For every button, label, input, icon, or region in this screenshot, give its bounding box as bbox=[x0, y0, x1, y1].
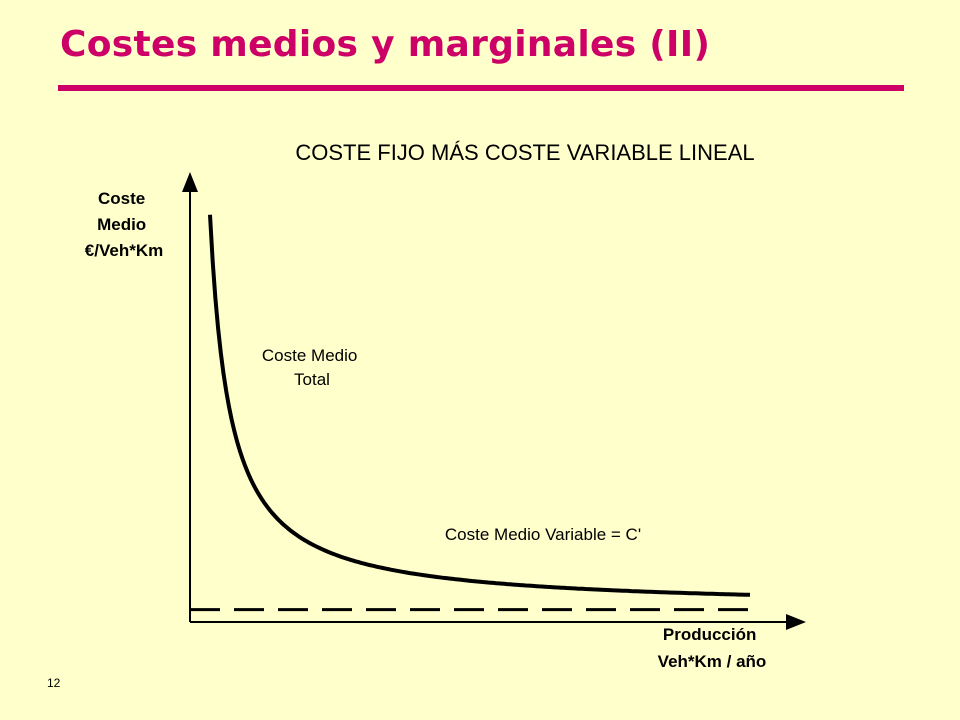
annotation-coste-medio-total: Coste Medio Total bbox=[262, 346, 362, 389]
series-line-coste-medio-total bbox=[208, 214, 750, 597]
annotation-line: Coste Medio bbox=[262, 346, 357, 365]
y-axis-label: Coste Medio €/Veh*Km bbox=[85, 189, 163, 260]
title-underline bbox=[58, 85, 904, 91]
chart-title: COSTE FIJO MÁS COSTE VARIABLE LINEAL bbox=[295, 140, 754, 165]
annotation-coste-medio-variable: Coste Medio Variable = C' bbox=[445, 525, 641, 544]
x-axis-label-line: Veh*Km / año bbox=[658, 652, 767, 671]
slide-title: Costes medios y marginales (II) bbox=[60, 24, 711, 65]
annotation-line: Total bbox=[294, 370, 330, 389]
y-axis-label-line: Medio bbox=[97, 215, 146, 234]
x-axis-label: Producción Veh*Km / año bbox=[658, 625, 767, 671]
x-axis-label-line: Producción bbox=[663, 625, 757, 644]
page-number: 12 bbox=[47, 676, 61, 690]
y-axis-label-line: Coste bbox=[98, 189, 145, 208]
y-axis-label-line: €/Veh*Km bbox=[85, 241, 163, 260]
